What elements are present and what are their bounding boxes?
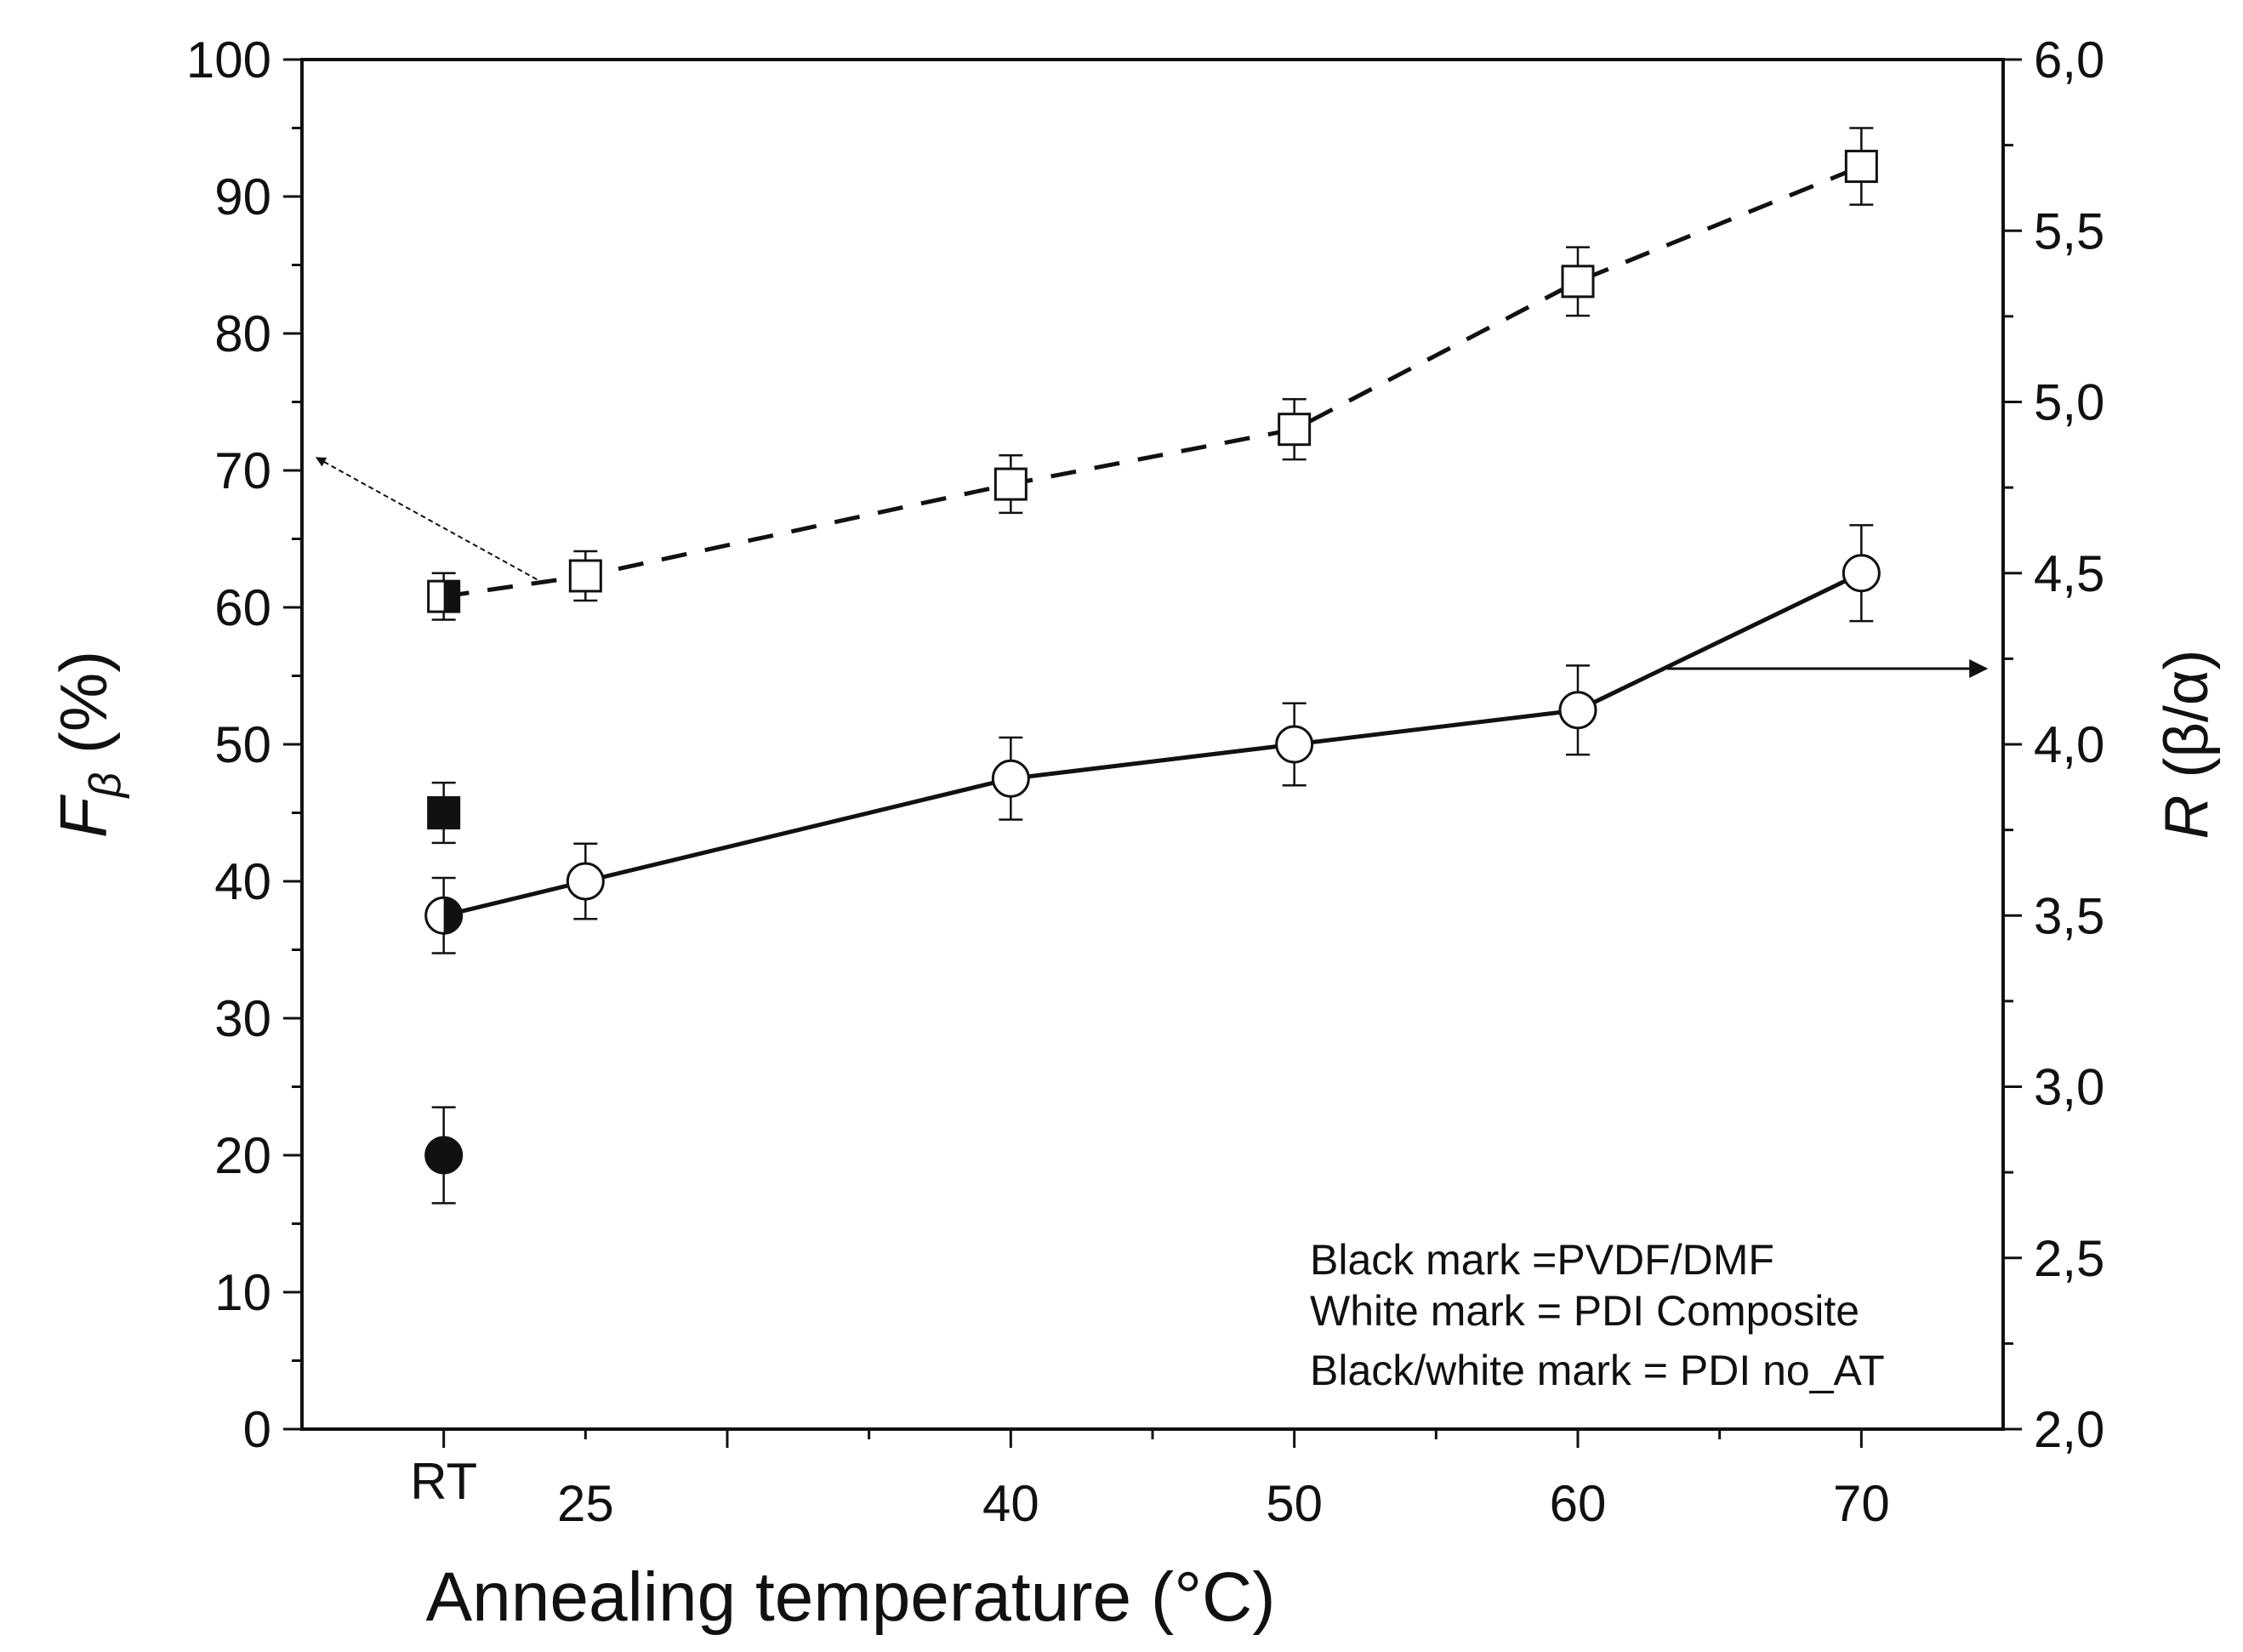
- y-left-tick-label: 10: [214, 1264, 271, 1321]
- pdi-r-marker: [566, 862, 605, 901]
- y-left-tick-label: 70: [214, 442, 271, 499]
- y-left-tick-label: 20: [214, 1127, 271, 1184]
- series-lines-layer: [443, 164, 1863, 918]
- y-right-tick-label: 6,0: [2034, 31, 2104, 88]
- y-left-axis-symbol: F: [46, 794, 121, 838]
- pdi-r-marker: [991, 759, 1030, 798]
- note-line-1: Black mark =PVDF/DMF: [1310, 1236, 1774, 1284]
- y-right-tick-label: 4,0: [2034, 716, 2104, 773]
- y-right-tick-label: 2,0: [2034, 1401, 2104, 1458]
- legend-note: Black mark =PVDF/DMF White mark = PDI Co…: [1310, 1236, 1885, 1394]
- note-line-2: White mark = PDI Composite: [1310, 1287, 1859, 1335]
- pdi-fbeta-marker: [1844, 150, 1878, 184]
- pdi-fbeta-marker: [1278, 413, 1312, 447]
- pdi-r-marker: [1558, 691, 1597, 730]
- y-right-tick-label: 2,5: [2034, 1230, 2104, 1287]
- y-right-axis-title: R (β/α): [2153, 650, 2221, 840]
- y-left-tick-label: 0: [243, 1401, 271, 1458]
- y-left-tick-label: 60: [214, 579, 271, 636]
- y-right-tick-labels: 2,0 2,5 3,0 3,5 4,0 4,5 5,0 5,5 6,0: [2034, 31, 2104, 1458]
- y-left-tick-label: 50: [214, 716, 271, 773]
- y-right-axis-symbol: R: [2153, 795, 2221, 840]
- y-right-axis-unit: (β/α): [2153, 650, 2221, 795]
- y-left-axis-unit: (%): [46, 651, 121, 772]
- x-tick-label: RT: [410, 1453, 477, 1510]
- pdi-fbeta-marker: [1561, 265, 1595, 299]
- error-bars-layer: [431, 127, 1874, 1205]
- pdi-fbeta-line: [443, 164, 1863, 599]
- y-right-tick-label: 3,0: [2034, 1059, 2104, 1116]
- pvdf-fbeta-marker: [427, 796, 461, 829]
- x-tick-label: 50: [1266, 1475, 1323, 1532]
- markers-layer: [424, 150, 1881, 1175]
- y-left-axis-title: Fβ (%): [46, 651, 130, 838]
- y-left-tick-label: 30: [214, 990, 271, 1047]
- x-axis-title: Annealing temperature (°C): [425, 1558, 1275, 1636]
- y-right-tick-label: 3,5: [2034, 887, 2104, 944]
- left-axis-pointer-arrow: [315, 457, 545, 584]
- y-right-tick-label: 5,5: [2034, 202, 2104, 259]
- pdi-r-marker: [1842, 554, 1881, 593]
- x-tick-label: 70: [1833, 1475, 1890, 1532]
- x-tick-label: 25: [557, 1475, 614, 1532]
- y-left-tick-label: 100: [186, 31, 271, 88]
- note-line-3: Black/white mark = PDI no_AT: [1310, 1347, 1885, 1394]
- pdi-fbeta-marker: [568, 559, 602, 593]
- y-right-tick-label: 5,0: [2034, 374, 2104, 431]
- pdi-r-marker-half: [443, 897, 462, 934]
- pdi-fbeta-marker: [993, 467, 1028, 501]
- x-tick-label: 60: [1550, 1475, 1607, 1532]
- x-tick-labels: RT 25 40 50 60 70: [410, 1453, 1889, 1532]
- y-left-axis-subscript: β: [81, 772, 130, 800]
- y-left-tick-label: 80: [214, 305, 271, 362]
- pdi-fbeta-marker-half: [443, 581, 459, 612]
- y-left-tick-labels: 0 10 20 30 40 50 60 70 80 90 100: [186, 31, 271, 1458]
- pvdf-r-marker: [424, 1136, 464, 1175]
- y-left-tick-label: 40: [214, 853, 271, 910]
- pdi-r-line: [443, 571, 1863, 918]
- y-left-tick-label: 90: [214, 168, 271, 225]
- plot-frame: [300, 58, 2005, 1431]
- x-tick-label: 40: [982, 1475, 1039, 1532]
- y-right-tick-label: 4,5: [2034, 545, 2104, 602]
- pdi-r-marker: [1275, 725, 1314, 764]
